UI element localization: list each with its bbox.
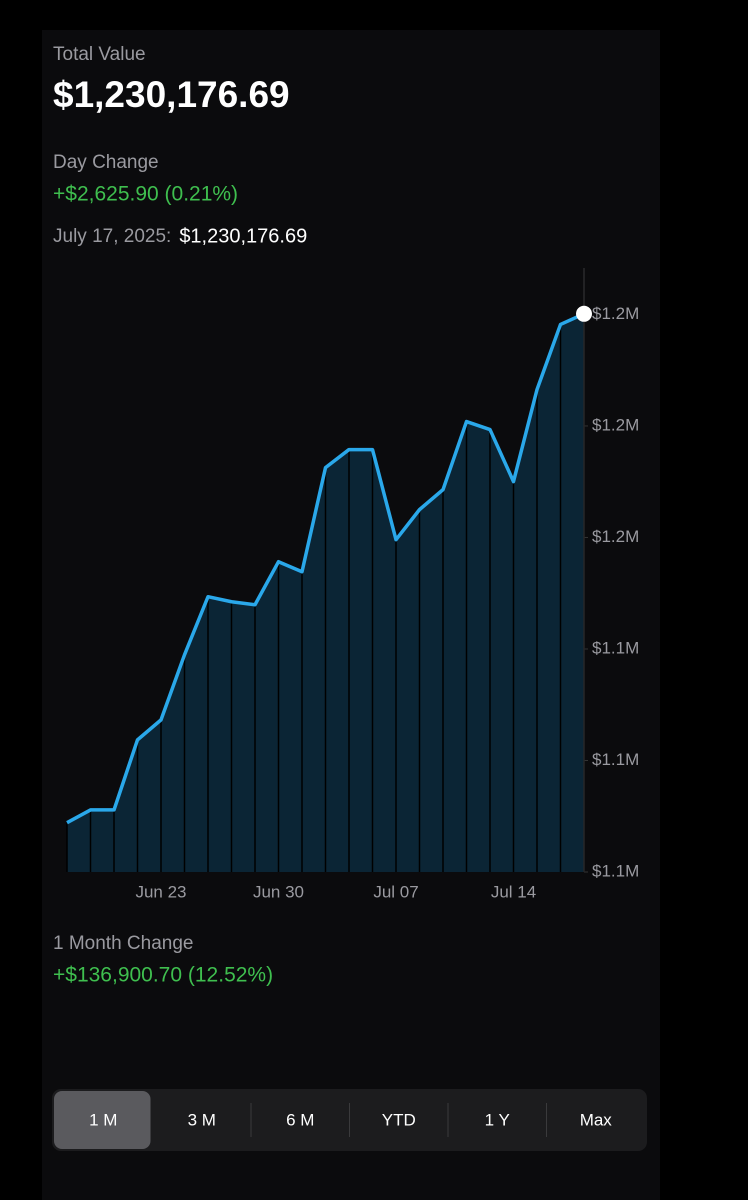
x-tick-label: Jun 23 — [135, 882, 186, 901]
chart: $1.1M $1.1M $1.1M $1.2M $1.2M $1.2M Jun 23 Jun … — [66, 268, 639, 901]
period-change: +$136,900.70 (12.52%) — [53, 964, 273, 987]
x-tick-label: Jul 14 — [491, 882, 536, 901]
y-tick-label: $1.2M — [592, 415, 639, 434]
y-tick-label: $1.2M — [592, 527, 639, 546]
range-button[interactable]: 1 M — [89, 1110, 117, 1129]
range-button[interactable]: 3 M — [188, 1110, 216, 1129]
x-tick-label: Jun 30 — [253, 882, 304, 901]
period-change-label: 1 Month Change — [53, 933, 194, 954]
total-label: Total Value — [53, 44, 146, 65]
range-button[interactable]: 1 Y — [485, 1110, 510, 1129]
y-tick-label: $1.1M — [592, 638, 639, 657]
selected-date: July 17, 2025: — [53, 226, 171, 247]
y-tick-label: $1.1M — [592, 861, 639, 880]
selected-value: $1,230,176.69 — [179, 225, 307, 247]
cursor-dot — [576, 305, 592, 322]
range-button[interactable]: 6 M — [286, 1110, 314, 1129]
x-tick-label: Jul 07 — [373, 882, 418, 901]
range-selected — [54, 1091, 151, 1149]
day-change-label: Day Change — [53, 152, 159, 173]
y-tick-label: $1.1M — [592, 750, 639, 769]
range-buttons: 1 M 3 M 6 M YTD 1 Y Max — [54, 1091, 612, 1149]
total-value: $1,230,176.69 — [53, 74, 290, 115]
y-tick-label: $1.2M — [592, 304, 639, 323]
line — [66, 312, 585, 825]
range-button[interactable]: Max — [580, 1110, 613, 1129]
range-button[interactable]: YTD — [382, 1110, 416, 1129]
day-change: +$2,625.90 (0.21%) — [53, 183, 238, 206]
